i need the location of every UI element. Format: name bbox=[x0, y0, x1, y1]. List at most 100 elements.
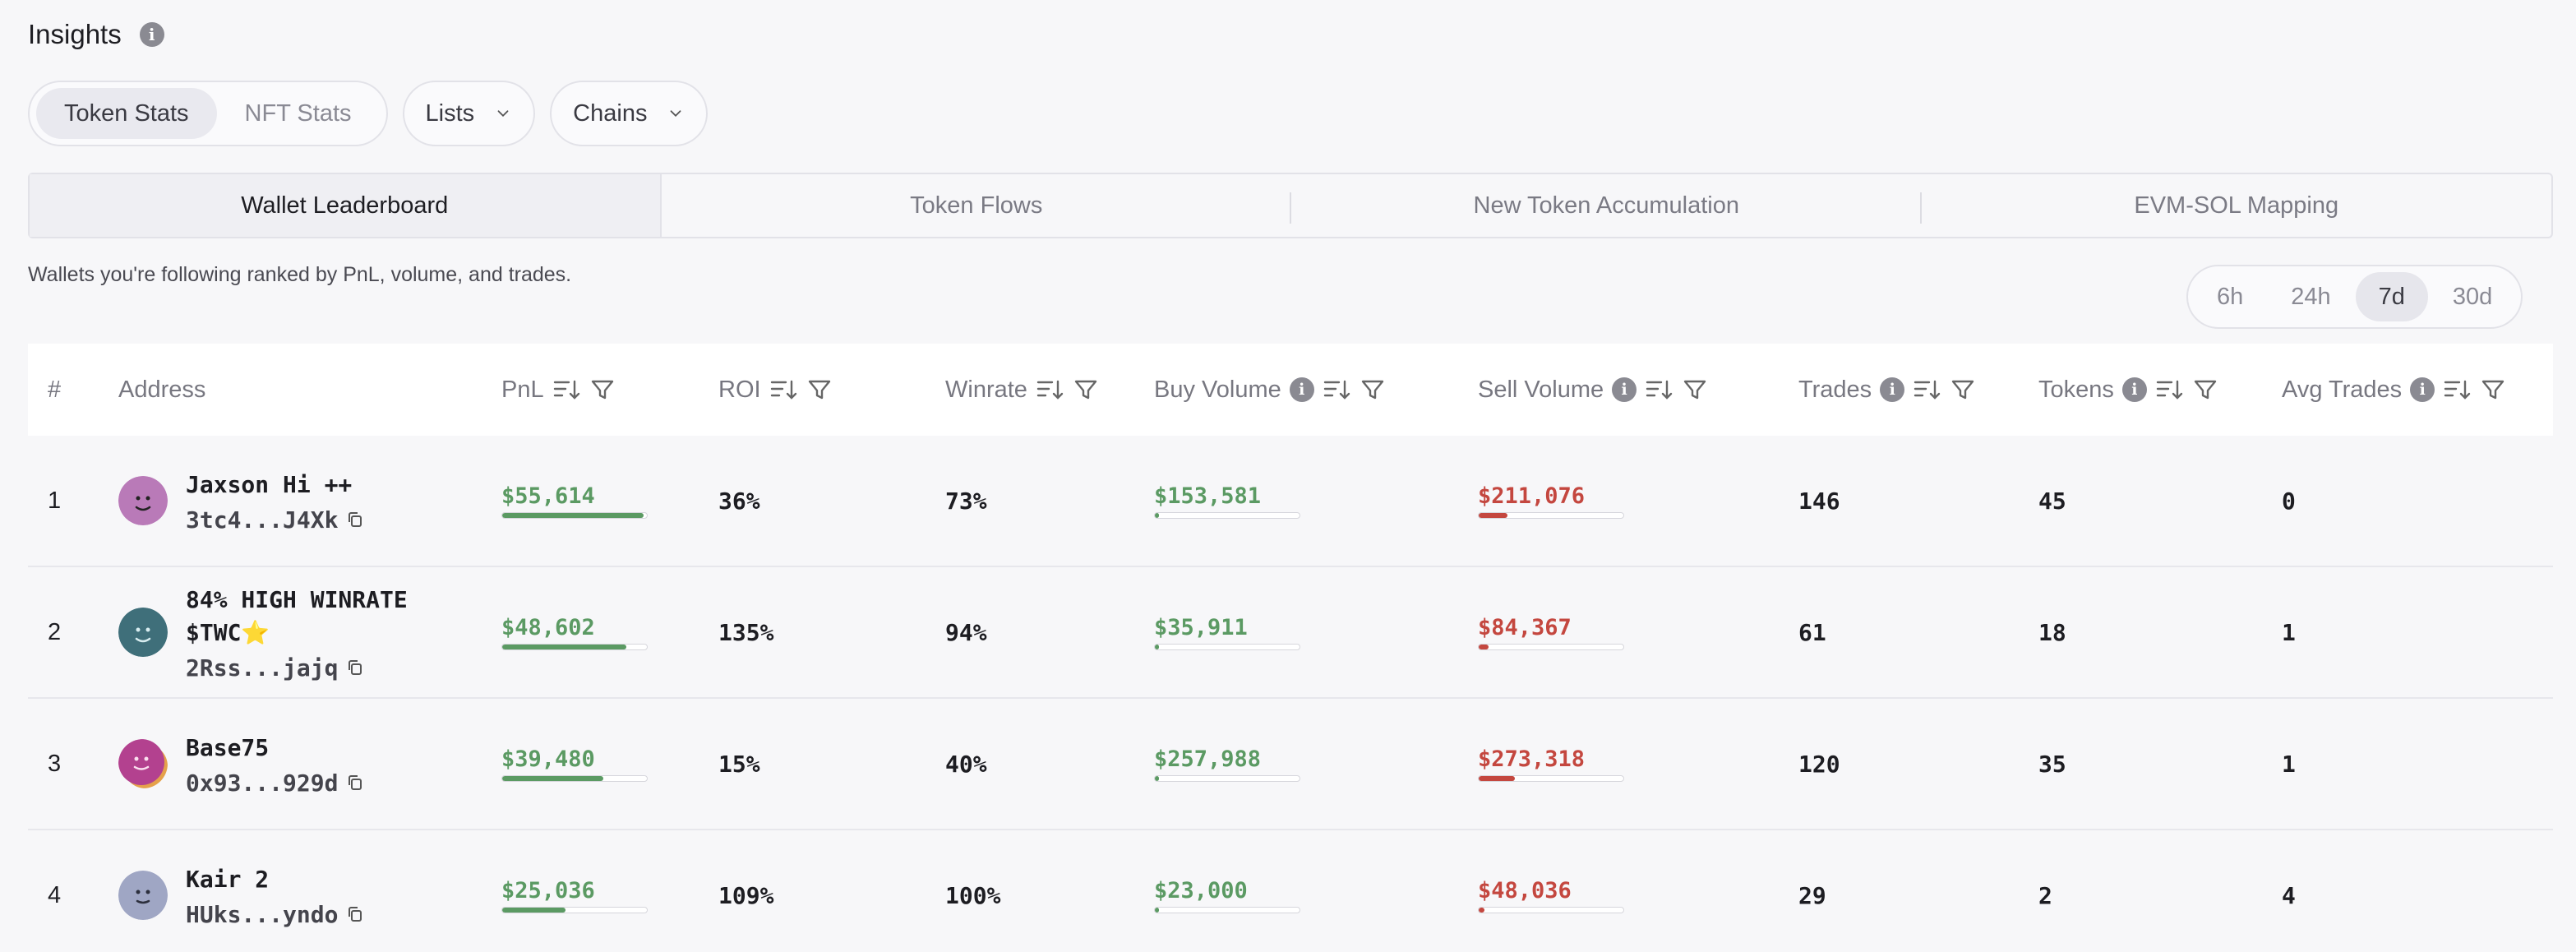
time-range-6h[interactable]: 6h bbox=[2217, 283, 2244, 310]
sort-icon[interactable] bbox=[1913, 377, 1941, 402]
tab-wallet-leaderboard[interactable]: Wallet Leaderboard bbox=[30, 174, 662, 237]
stats-type-toggle: Token Stats NFT Stats bbox=[28, 81, 388, 146]
time-range-30d[interactable]: 30d bbox=[2452, 283, 2493, 310]
chevron-down-icon bbox=[671, 110, 681, 118]
tab-divider bbox=[1290, 192, 1291, 224]
table-row[interactable]: 1 Jaxson Hi ++ 3tc4...J4Xk $55,614 36% 7… bbox=[28, 436, 2553, 567]
nft-stats-button[interactable]: NFT Stats bbox=[244, 99, 352, 127]
info-icon[interactable]: i bbox=[139, 22, 164, 47]
pnl-value: $55,614 bbox=[501, 483, 595, 509]
sort-icon[interactable] bbox=[552, 377, 580, 402]
address-cell: 84% HIGH WINRATE $TWC⭐ 2Rss...jajq bbox=[118, 567, 457, 697]
address-cell: Jaxson Hi ++ 3tc4...J4Xk bbox=[118, 436, 364, 566]
wallet-name[interactable]: Jaxson Hi ++ bbox=[186, 470, 353, 498]
tab-divider bbox=[1919, 192, 1922, 224]
tokens-cell: 45 bbox=[2038, 487, 2066, 515]
sell-volume-bar-fill bbox=[1479, 775, 1515, 781]
table-row[interactable]: 2 84% HIGH WINRATE $TWC⭐ 2Rss...jajq $48… bbox=[28, 567, 2553, 699]
sort-icon[interactable] bbox=[1323, 377, 1350, 402]
pnl-cell: $55,614 bbox=[501, 436, 648, 566]
sell-volume-bar bbox=[1478, 906, 1624, 913]
pnl-bar-fill bbox=[502, 512, 644, 518]
table-row[interactable]: 4 Kair 2 HUks...yndo $25,036 109% 100% $… bbox=[28, 830, 2553, 952]
buy-volume-bar bbox=[1154, 774, 1300, 782]
rank-cell: 3 bbox=[48, 750, 62, 777]
filter-icon[interactable] bbox=[1949, 377, 1977, 402]
column-label: Tokens bbox=[2038, 376, 2114, 403]
avatar bbox=[118, 608, 168, 657]
filter-icon[interactable] bbox=[1072, 377, 1100, 402]
filter-icon[interactable] bbox=[2479, 377, 2507, 402]
wallet-address-text: 2Rss...jajq bbox=[186, 654, 339, 682]
tab-label: Token Flows bbox=[910, 192, 1043, 219]
column-pnl: PnL bbox=[501, 344, 616, 436]
column-label: ROI bbox=[718, 376, 761, 403]
sort-icon[interactable] bbox=[769, 377, 797, 402]
filter-icon[interactable] bbox=[2191, 377, 2219, 402]
wallet-leaderboard-table: # Address PnL ROI Winrate Buy Volume i S… bbox=[28, 344, 2553, 952]
tokens-cell: 18 bbox=[2038, 618, 2066, 646]
table-header: # Address PnL ROI Winrate Buy Volume i S… bbox=[28, 344, 2553, 436]
filter-icon[interactable] bbox=[806, 377, 833, 402]
wallet-name[interactable]: Kair 2 bbox=[186, 865, 270, 893]
pnl-cell: $25,036 bbox=[501, 830, 648, 952]
buy-volume-bar-fill bbox=[1155, 907, 1160, 913]
token-stats-button[interactable]: Token Stats bbox=[36, 88, 217, 139]
roi-cell: 109% bbox=[718, 881, 774, 909]
sort-icon[interactable] bbox=[1036, 377, 1064, 402]
lists-dropdown[interactable]: Lists bbox=[402, 81, 536, 146]
info-icon[interactable]: i bbox=[1612, 377, 1637, 402]
insight-tabs: Wallet Leaderboard Token Flows New Token… bbox=[28, 173, 2553, 238]
trades-cell: 146 bbox=[1798, 487, 1840, 515]
info-icon[interactable]: i bbox=[2410, 377, 2435, 402]
column-address: Address bbox=[118, 344, 205, 436]
tab-new-token-accumulation[interactable]: New Token Accumulation bbox=[1291, 174, 1922, 237]
tab-label: EVM-SOL Mapping bbox=[2134, 192, 2339, 219]
sell-volume-value: $48,036 bbox=[1478, 877, 1572, 903]
sell-volume-cell: $273,318 bbox=[1478, 699, 1624, 829]
tab-label: Wallet Leaderboard bbox=[241, 192, 449, 219]
wallet-name[interactable]: 84% HIGH WINRATE $TWC⭐ bbox=[186, 585, 408, 646]
buy-volume-cell: $257,988 bbox=[1154, 699, 1300, 829]
sell-volume-bar-fill bbox=[1479, 644, 1489, 649]
wallet-address: 0x93...929d bbox=[186, 769, 364, 797]
avatar bbox=[118, 871, 168, 920]
filter-icon[interactable] bbox=[589, 377, 616, 402]
page-header: Insights i bbox=[28, 15, 164, 54]
copy-icon[interactable] bbox=[346, 511, 364, 529]
info-icon[interactable]: i bbox=[2121, 377, 2147, 402]
copy-icon[interactable] bbox=[346, 659, 364, 677]
info-icon[interactable]: i bbox=[1289, 377, 1314, 402]
rank-cell: 2 bbox=[48, 618, 62, 645]
pnl-bar-fill bbox=[502, 644, 627, 649]
copy-icon[interactable] bbox=[346, 905, 364, 923]
wallet-address-text: HUks...yndo bbox=[186, 900, 339, 928]
sort-icon[interactable] bbox=[2443, 377, 2471, 402]
filter-icon[interactable] bbox=[1681, 377, 1709, 402]
rank-cell: 1 bbox=[48, 487, 62, 514]
avg-trades-cell: 1 bbox=[2282, 750, 2296, 778]
tab-token-flows[interactable]: Token Flows bbox=[662, 174, 1291, 237]
copy-icon[interactable] bbox=[346, 774, 364, 792]
wallet-address: 3tc4...J4Xk bbox=[186, 506, 364, 534]
tab-evm-sol-mapping[interactable]: EVM-SOL Mapping bbox=[1922, 174, 2552, 237]
filter-icon[interactable] bbox=[1359, 377, 1387, 402]
avg-trades-cell: 1 bbox=[2282, 618, 2296, 646]
column-label: PnL bbox=[501, 376, 544, 403]
tab-label: New Token Accumulation bbox=[1473, 192, 1739, 219]
sort-icon[interactable] bbox=[1645, 377, 1673, 402]
sort-icon[interactable] bbox=[2155, 377, 2183, 402]
sell-volume-cell: $211,076 bbox=[1478, 436, 1624, 566]
column-trades: Trades i bbox=[1798, 344, 1977, 436]
time-range-selector: 6h 24h 7d 30d bbox=[2186, 265, 2523, 329]
pnl-bar bbox=[501, 511, 648, 519]
time-range-24h[interactable]: 24h bbox=[2291, 283, 2331, 310]
pnl-cell: $39,480 bbox=[501, 699, 648, 829]
chains-dropdown[interactable]: Chains bbox=[550, 81, 709, 146]
info-icon[interactable]: i bbox=[1880, 377, 1905, 402]
sell-volume-bar-fill bbox=[1479, 907, 1485, 913]
time-range-7d[interactable]: 7d bbox=[2355, 272, 2428, 321]
column-label: Sell Volume bbox=[1478, 376, 1604, 403]
table-row[interactable]: 3 Base75 0x93...929d $39,480 15% 40% $25… bbox=[28, 699, 2553, 830]
wallet-name[interactable]: Base75 bbox=[186, 733, 270, 761]
